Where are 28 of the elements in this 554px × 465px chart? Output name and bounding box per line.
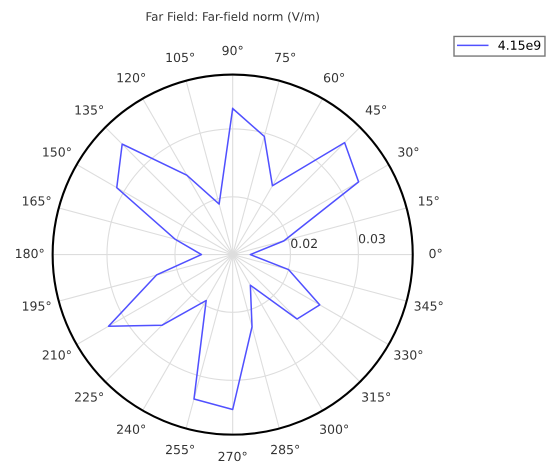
spoke-label: 300°	[320, 424, 348, 434]
spoke-label: 90°	[222, 46, 243, 56]
spoke-label: 120°	[118, 72, 146, 82]
spoke-label: 195°	[22, 301, 50, 311]
spoke-label: 150°	[43, 147, 71, 157]
spoke-label: 75°	[275, 52, 296, 62]
spoke-label: 210°	[42, 350, 71, 360]
spoke-label: 30°	[398, 147, 418, 157]
spoke-label: 330°	[394, 350, 422, 360]
spoke-label: 180°	[16, 248, 44, 258]
legend-label: 4.15e9	[498, 40, 540, 50]
chart-title: Far Field: Far-field norm (V/m)	[146, 12, 319, 22]
y-tick-label: 0.02	[291, 238, 317, 248]
spoke-label: 240°	[117, 424, 146, 434]
spoke-label: 345°	[414, 301, 443, 311]
spoke-label: 15°	[419, 196, 439, 206]
spoke-label: 255°	[166, 444, 194, 454]
spoke-label: 285°	[271, 444, 300, 454]
spoke-label: 105°	[166, 52, 194, 62]
spoke-label: 0°	[429, 248, 442, 258]
spoke-label: 165°	[22, 196, 50, 206]
spoke-label: 45°	[366, 105, 386, 115]
spoke-label: 60°	[324, 72, 344, 82]
spoke-label: 270°	[218, 452, 247, 462]
y-tick-label: 0.03	[358, 234, 385, 244]
spoke-label: 315°	[362, 392, 390, 402]
spoke-label: 135°	[75, 105, 104, 115]
spoke-label: 225°	[75, 392, 104, 402]
